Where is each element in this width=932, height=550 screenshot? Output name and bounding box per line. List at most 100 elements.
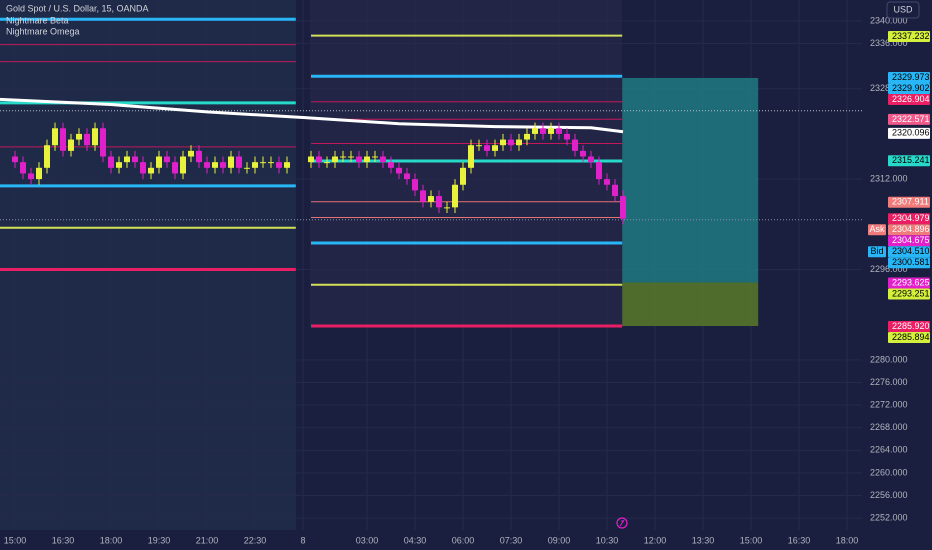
price-tag-bg bbox=[888, 246, 930, 258]
candle-body bbox=[556, 128, 562, 134]
candle-body bbox=[612, 184, 618, 197]
price-tag: 2322.571 bbox=[892, 114, 930, 124]
candle-body bbox=[164, 156, 170, 163]
candle-body bbox=[148, 167, 154, 174]
price-tag-bg bbox=[888, 257, 930, 269]
price-tag-bg bbox=[888, 155, 930, 167]
candle-body bbox=[500, 139, 506, 146]
y-tick-label: 2252.000 bbox=[870, 513, 908, 523]
x-tick-label: 19:30 bbox=[148, 535, 171, 545]
price-tag-bg bbox=[888, 113, 930, 125]
price-tag: 2304.510 bbox=[892, 246, 930, 256]
candle-body bbox=[20, 162, 26, 174]
x-tick-label: 18:00 bbox=[836, 535, 859, 545]
candle-body bbox=[492, 145, 498, 151]
candle-body bbox=[236, 156, 242, 168]
candle-body bbox=[388, 162, 394, 168]
price-tag: 2285.920 bbox=[892, 321, 930, 331]
candle-body bbox=[532, 128, 538, 134]
x-tick-label: 04:30 bbox=[404, 535, 427, 545]
candle-body bbox=[620, 196, 626, 219]
candle-body bbox=[348, 156, 354, 158]
price-side: Ask bbox=[869, 224, 885, 234]
candle-body bbox=[188, 150, 194, 157]
y-tick-label: 2264.000 bbox=[870, 445, 908, 455]
profit-zone bbox=[622, 77, 759, 283]
candle-body bbox=[284, 162, 290, 168]
candle-body bbox=[132, 156, 138, 163]
candle-body bbox=[428, 196, 434, 202]
price-tag: 2326.904 bbox=[892, 94, 930, 104]
price-tag: 2315.241 bbox=[892, 155, 930, 165]
price-tag: 2293.625 bbox=[892, 277, 930, 287]
price-tag-bg bbox=[888, 72, 930, 84]
event-icon[interactable] bbox=[616, 517, 628, 529]
candle-body bbox=[588, 156, 594, 163]
session-panel bbox=[310, 0, 622, 326]
candle-body bbox=[44, 145, 50, 168]
x-tick-label: 12:00 bbox=[644, 535, 667, 545]
candle-body bbox=[228, 156, 234, 168]
candle-body bbox=[396, 167, 402, 174]
candle-body bbox=[12, 156, 18, 163]
candle-body bbox=[92, 128, 98, 146]
price-tag: 2293.251 bbox=[892, 288, 930, 298]
candle-body bbox=[252, 162, 258, 168]
price-tag-bg bbox=[888, 320, 930, 332]
candle-body bbox=[420, 190, 426, 202]
price-side-bg bbox=[868, 224, 886, 236]
candle-body bbox=[76, 133, 82, 140]
candle-body bbox=[52, 128, 58, 146]
price-tag: 2320.096 bbox=[892, 128, 930, 138]
event-icon-glyph bbox=[619, 519, 625, 527]
price-side: Bid bbox=[870, 246, 883, 256]
price-tag-bg bbox=[888, 196, 930, 208]
x-tick-label: 10:30 bbox=[596, 535, 619, 545]
price-tag-bg bbox=[888, 288, 930, 300]
candle-body bbox=[364, 156, 370, 163]
x-tick-label: 06:00 bbox=[452, 535, 475, 545]
candle-body bbox=[36, 167, 42, 180]
candle-body bbox=[108, 156, 114, 168]
y-tick-label: 2272.000 bbox=[870, 400, 908, 410]
symbol-title: Gold Spot / U.S. Dollar, 15, OANDA bbox=[6, 3, 149, 13]
candle-body bbox=[172, 162, 178, 174]
price-tag-bg bbox=[888, 31, 930, 43]
candle-body bbox=[196, 150, 202, 163]
candle-body bbox=[580, 150, 586, 157]
x-tick-label: 22:30 bbox=[244, 535, 267, 545]
price-tag: 2304.979 bbox=[892, 213, 930, 223]
candle-body bbox=[524, 133, 530, 140]
candle-body bbox=[60, 128, 66, 151]
candle-body bbox=[68, 139, 74, 151]
price-tag-bg bbox=[888, 331, 930, 343]
candle-body bbox=[564, 133, 570, 140]
y-tick-label: 2280.000 bbox=[870, 354, 908, 364]
currency-label[interactable]: USD bbox=[893, 4, 913, 14]
candle-body bbox=[476, 145, 482, 147]
price-tag-bg bbox=[888, 224, 930, 236]
currency-button[interactable] bbox=[886, 1, 920, 19]
candle-body bbox=[204, 162, 210, 168]
x-tick-label: 21:00 bbox=[196, 535, 219, 545]
price-tag-bg bbox=[888, 94, 930, 106]
price-tag-bg bbox=[888, 83, 930, 95]
candle-body bbox=[516, 139, 522, 146]
x-tick-label: 03:00 bbox=[356, 535, 379, 545]
candle-body bbox=[380, 156, 386, 163]
y-tick-label: 2312.000 bbox=[870, 173, 908, 183]
moving-average bbox=[0, 97, 624, 134]
y-tick-label: 2336.000 bbox=[870, 38, 908, 48]
x-tick-label: 13:30 bbox=[692, 535, 715, 545]
candle-body bbox=[156, 156, 162, 168]
axis: 2252.000 2256.000 2260.000 2264.000 2268.000… bbox=[4, 15, 930, 545]
candle-body bbox=[276, 162, 282, 168]
candle-body bbox=[604, 179, 610, 185]
candle-body bbox=[452, 184, 458, 208]
candle-body bbox=[436, 196, 442, 208]
y-tick-label: 2268.000 bbox=[870, 422, 908, 432]
candle-body bbox=[116, 162, 122, 168]
candle-body bbox=[372, 156, 378, 158]
